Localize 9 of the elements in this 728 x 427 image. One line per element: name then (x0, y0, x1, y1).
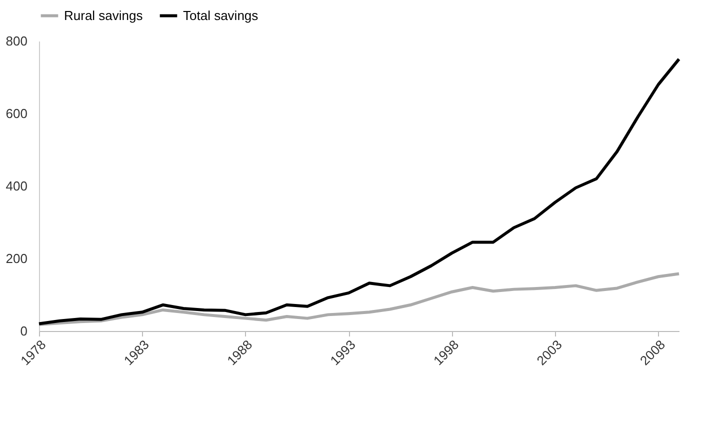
legend-label: Rural savings (64, 8, 144, 23)
y-tick-label: 800 (6, 34, 28, 48)
line-series (38, 58, 680, 326)
line-series (38, 272, 680, 326)
legend-label: Total savings (183, 8, 259, 23)
y-tick-label: 400 (6, 178, 28, 194)
y-tick-label: 600 (6, 106, 28, 121)
y-tick-label: 200 (6, 251, 28, 266)
y-tick-label: 0 (20, 324, 28, 338)
